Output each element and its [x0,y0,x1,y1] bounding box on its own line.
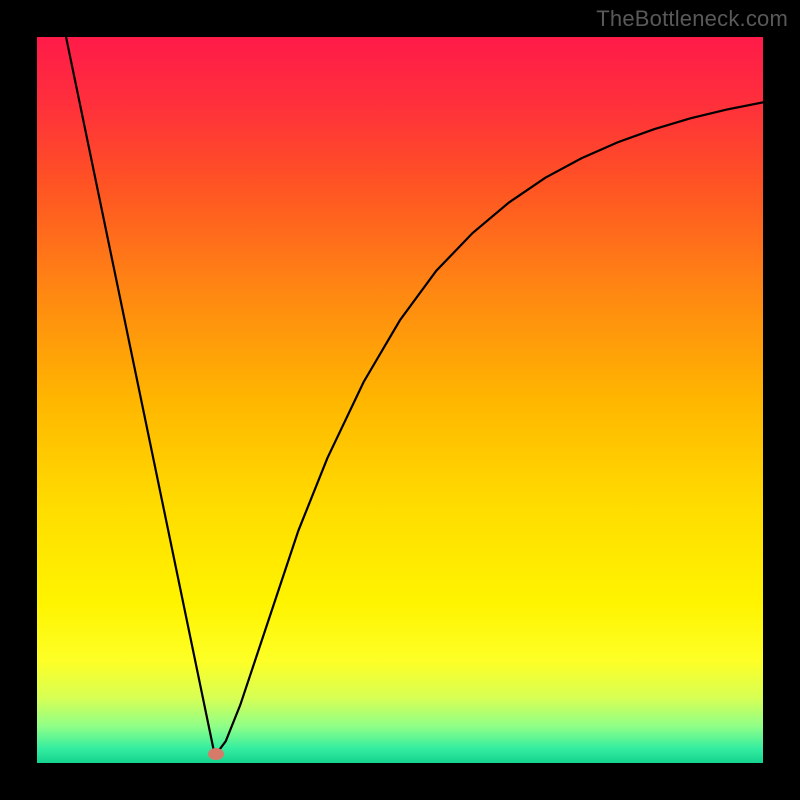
border-bottom [0,763,800,800]
bottleneck-curve [37,37,763,763]
chart-container: TheBottleneck.com [0,0,800,800]
minimum-marker [208,748,224,760]
border-right [763,0,800,800]
curve-right-segment [215,102,763,755]
curve-left-segment [66,37,215,756]
watermark-text: TheBottleneck.com [596,6,788,32]
border-left [0,0,37,800]
